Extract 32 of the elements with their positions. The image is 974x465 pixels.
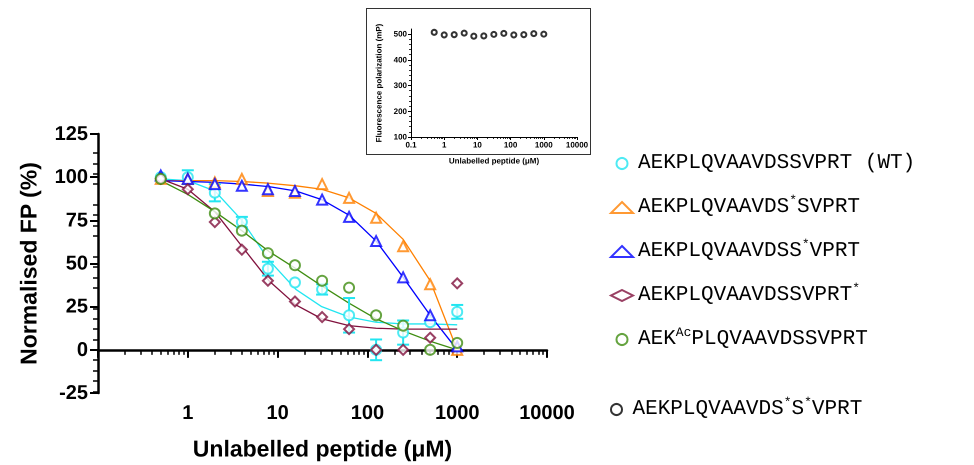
x-tick-label: 10000 [519,402,575,424]
x-tick-label: 1 [182,402,194,424]
y-tick-label: 25 [66,296,88,318]
y-tick-label: 125 [54,123,88,145]
x-tick-label: 1000 [534,140,554,150]
legend-label: AEKPLQVAAVDSSVPRT (WT) [638,152,916,175]
x-tick-label: 100 [350,402,384,424]
legend-label: AEKPLQVAAVDS*SVPRT [638,193,860,219]
y-axis-title: Normalised FP (%) [16,162,42,365]
y-tick-label: 100 [54,166,88,188]
legend-label: AEKPLQVAAVDS*S*VPRT [632,395,862,421]
x-tick-label: 1 [442,140,447,150]
x-axis-title: Unlabelled peptide (μM) [448,156,540,166]
x-tick-label: 10000 [566,140,589,150]
x-tick-label: 100 [504,140,518,150]
x-tick-label: 10 [472,140,482,150]
y-tick-label: 0 [76,338,88,361]
legend-label: AEKPLQVAAVDSSVPRT* [638,281,860,307]
y-tick-label: 300 [394,81,408,90]
x-tick-label: 1000 [434,402,480,424]
legend-label: AEKPLQVAAVDSS*VPRT [638,237,860,263]
y-tick-label: 75 [66,209,88,232]
x-axis-title: Unlabelled peptide (μM) [192,436,452,462]
y-tick-label: -25 [59,382,88,404]
y-tick-label: 50 [66,252,88,274]
y-axis-title: Fluorescence polarization (mP) [374,23,384,142]
y-tick-label: 400 [394,55,408,64]
x-tick-label: 10 [266,402,289,424]
y-tick-label: 100 [394,132,408,142]
y-tick-label: 500 [394,30,408,39]
x-tick-label: 0.1 [405,140,418,150]
y-tick-label: 200 [394,106,408,116]
